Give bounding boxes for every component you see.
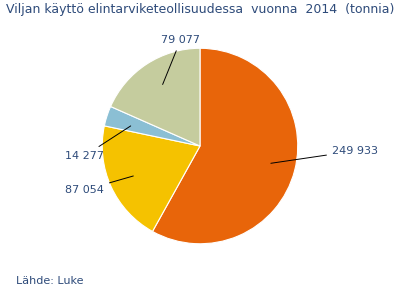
Text: Lähde: Luke: Lähde: Luke <box>16 276 84 286</box>
Text: 249 933: 249 933 <box>271 146 378 163</box>
Wedge shape <box>152 48 298 244</box>
Wedge shape <box>102 126 200 232</box>
Legend: Vehnä, Ruis, Ohra, Kaura: Vehnä, Ruis, Ohra, Kaura <box>107 297 318 298</box>
Text: 87 054: 87 054 <box>65 176 133 195</box>
Text: 79 077: 79 077 <box>161 35 200 84</box>
Wedge shape <box>111 48 200 146</box>
Text: 14 277: 14 277 <box>65 126 131 161</box>
Wedge shape <box>104 106 200 146</box>
Title: Viljan käyttö elintarviketeollisuudessa  vuonna  2014  (tonnia): Viljan käyttö elintarviketeollisuudessa … <box>6 3 394 16</box>
